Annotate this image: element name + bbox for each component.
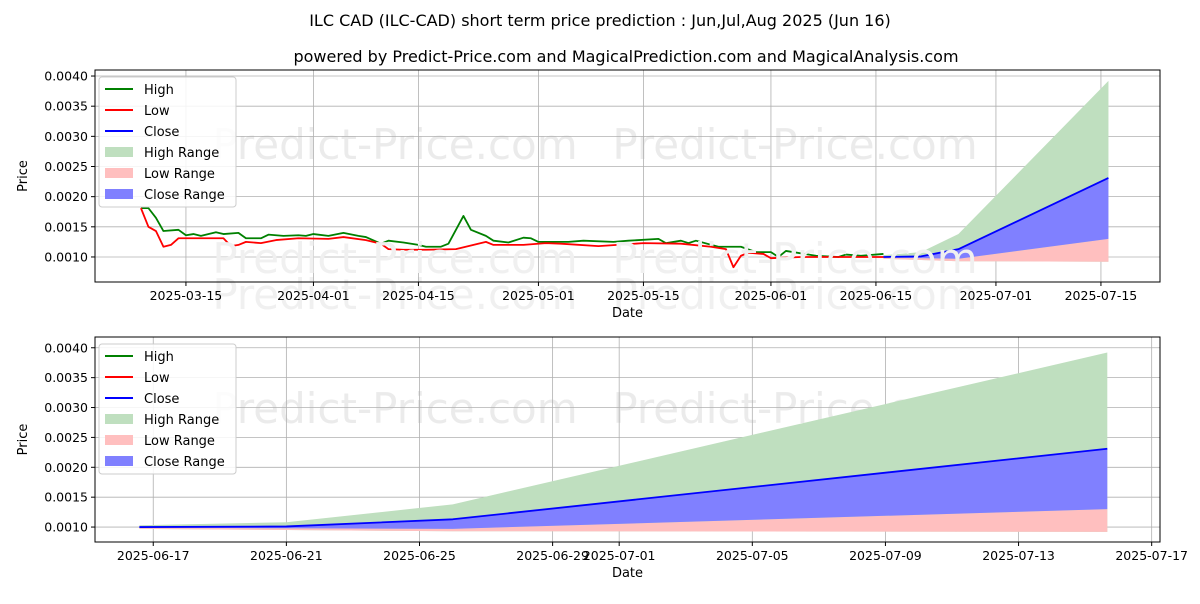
- y-tick-label: 0.0010: [44, 249, 88, 264]
- x-tick-label: 2025-04-01: [277, 288, 350, 303]
- y-tick-label: 0.0015: [44, 219, 88, 234]
- low-range-area: [139, 509, 1108, 532]
- plot-frame: [94, 69, 1161, 283]
- legend-label: Low: [144, 371, 170, 386]
- low-range-area: [883, 238, 1109, 262]
- legend-swatch-patch: [105, 456, 133, 466]
- plot-area: [140, 80, 1109, 269]
- x-tick-label: 2025-06-29: [516, 548, 589, 563]
- legend-label: Low Range: [144, 167, 215, 182]
- x-tick-label: 2025-07-01: [583, 548, 656, 563]
- y-tick-label: 0.0040: [44, 69, 88, 84]
- x-tick-label: 2025-07-15: [1065, 288, 1138, 303]
- legend-swatch-patch: [105, 147, 133, 157]
- y-tick-label: 0.0035: [44, 99, 88, 114]
- legend-swatch-patch: [105, 168, 133, 178]
- x-tick-label: 2025-06-17: [117, 548, 190, 563]
- legend-label: Close Range: [144, 188, 225, 203]
- y-tick-label: 0.0025: [44, 159, 88, 174]
- x-tick-label: 2025-07-17: [1115, 548, 1188, 563]
- legend-label: High: [144, 83, 174, 98]
- legend-swatch-patch: [105, 414, 133, 424]
- y-tick-label: 0.0040: [44, 340, 88, 355]
- high-line: [140, 207, 884, 258]
- legend-label: Close: [144, 125, 179, 140]
- y-tick-label: 0.0020: [44, 189, 88, 204]
- legend-box: [98, 76, 237, 208]
- legend-label: High Range: [144, 146, 219, 161]
- x-tick-label: 2025-07-05: [716, 548, 789, 563]
- x-tick-label: 2025-04-15: [382, 288, 455, 303]
- close-line: [139, 447, 1108, 528]
- legend-label: Close Range: [144, 455, 225, 470]
- top-chart: Predict-Price.com Predict-Price.comPredic…: [16, 69, 1161, 321]
- y-tick-label: 0.0030: [44, 129, 88, 144]
- legend-label: Low Range: [144, 434, 215, 449]
- low-line: [140, 207, 884, 269]
- x-tick-label: 2025-06-01: [735, 288, 808, 303]
- watermark: Predict-Price.com: [212, 270, 577, 319]
- x-tick-label: 2025-05-15: [607, 288, 680, 303]
- legend-box: [98, 343, 237, 475]
- watermark: Predict-Price.com: [212, 384, 577, 433]
- y-tick-label: 0.0020: [44, 460, 88, 475]
- watermark: Predict-Price.com: [612, 120, 977, 169]
- watermark: Predict-Price.com: [612, 270, 977, 319]
- y-tick-label: 0.0010: [44, 520, 88, 535]
- close-range-area: [883, 177, 1109, 259]
- x-tick-label: 2025-06-21: [250, 548, 323, 563]
- chart-title: ILC CAD (ILC-CAD) short term price predi…: [309, 11, 891, 30]
- close-line: [883, 177, 1109, 258]
- legend-label: High Range: [144, 413, 219, 428]
- legend: High Low Close High Range Low Range Close Ran…: [98, 76, 237, 208]
- legend-label: High: [144, 350, 174, 365]
- bottom-chart: Predict-Price.com Predict-Price.comPredic…: [16, 234, 1188, 581]
- y-tick-label: 0.0025: [44, 430, 88, 445]
- x-tick-label: 2025-07-01: [960, 288, 1033, 303]
- y-tick-label: 0.0030: [44, 400, 88, 415]
- x-tick-label: 2025-07-09: [849, 548, 922, 563]
- x-tick-label: 2025-06-25: [383, 548, 456, 563]
- x-tick-label: 2025-05-01: [502, 288, 575, 303]
- legend: High Low Close High Range Low Range Close Ran…: [98, 343, 237, 475]
- y-axis-label: Price: [16, 160, 31, 192]
- x-axis-label: Date: [612, 306, 643, 321]
- x-tick-label: 2025-07-13: [982, 548, 1055, 563]
- x-axis-label: Date: [612, 566, 643, 581]
- chart-subtitle: powered by Predict-Price.com and Magical…: [293, 47, 958, 66]
- watermark: Predict-Price.com: [212, 234, 577, 283]
- plot-area: [139, 352, 1108, 532]
- close-range-area: [139, 448, 1108, 529]
- y-tick-label: 0.0035: [44, 370, 88, 385]
- legend-swatch-patch: [105, 189, 133, 199]
- x-tick-label: 2025-06-15: [840, 288, 913, 303]
- legend-swatch-patch: [105, 435, 133, 445]
- y-axis-label: Price: [16, 424, 31, 456]
- legend-label: Close: [144, 392, 179, 407]
- watermark: Predict-Price.com: [612, 234, 977, 283]
- legend-label: Low: [144, 104, 170, 119]
- watermark: Predict-Price.com: [212, 120, 577, 169]
- x-tick-label: 2025-03-15: [150, 288, 223, 303]
- plot-frame: [94, 336, 1161, 543]
- y-tick-label: 0.0015: [44, 490, 88, 505]
